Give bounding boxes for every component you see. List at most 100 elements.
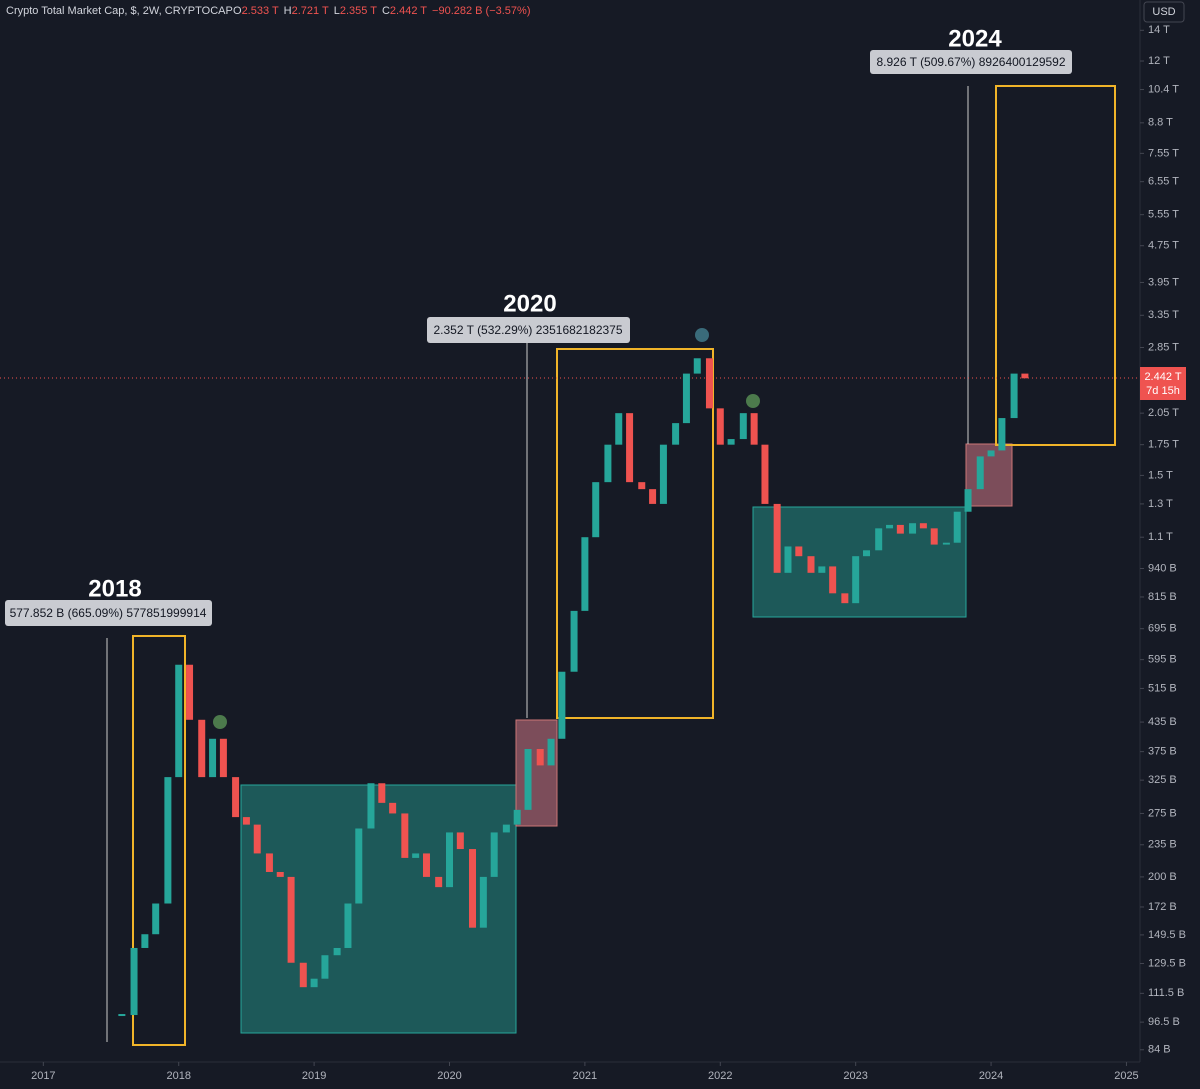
candle-body: [987, 450, 995, 457]
last-price-label: 2.442 T: [1144, 371, 1181, 383]
signal-dot: [695, 328, 709, 342]
measure-label: 8.926 T (509.67%) 8926400129592: [876, 55, 1065, 69]
candle-body: [502, 824, 510, 833]
y-tick-label: 129.5 B: [1148, 957, 1186, 969]
ohlc-value: 2.721 T: [292, 5, 329, 17]
y-tick-label: 7.55 T: [1148, 147, 1179, 159]
signal-dot: [746, 394, 760, 408]
candle-body: [693, 358, 701, 374]
candle-body: [401, 813, 409, 858]
y-tick-label: 3.95 T: [1148, 276, 1179, 288]
legend: Crypto Total Market Cap, $, 2W, CRYPTOCA…: [6, 5, 531, 17]
x-tick-label: 2022: [708, 1070, 732, 1082]
candle-body: [592, 482, 600, 538]
candles: [118, 358, 1029, 1017]
ohlc-key: H: [284, 5, 292, 17]
candle-body: [863, 550, 871, 557]
ohlc-value: 2.442 T: [390, 5, 427, 17]
candle-body: [795, 546, 803, 557]
y-tick-label: 375 B: [1148, 746, 1177, 758]
y-tick-label: 435 B: [1148, 716, 1177, 728]
cycle-year: 2018: [88, 575, 141, 602]
y-tick-label: 1.5 T: [1148, 469, 1173, 481]
candle-body: [570, 610, 578, 672]
y-tick-label: 4.75 T: [1148, 240, 1179, 252]
candle-body: [773, 503, 781, 573]
y-tick-label: 172 B: [1148, 901, 1177, 913]
x-tick-label: 2018: [166, 1070, 190, 1082]
candle-body: [761, 444, 769, 504]
candle-body: [186, 664, 194, 720]
candle-body: [446, 832, 454, 888]
candle-body: [672, 423, 680, 445]
candle-body: [705, 358, 713, 409]
candle-body: [164, 777, 172, 904]
signal-dot: [213, 715, 227, 729]
y-tick-label: 6.55 T: [1148, 176, 1179, 188]
y-tick-label: 815 B: [1148, 591, 1177, 603]
y-tick-label: 84 B: [1148, 1044, 1171, 1056]
breakout-zone: [515, 719, 558, 827]
candle-body: [321, 955, 329, 979]
candle-body: [604, 444, 612, 483]
candle-body: [378, 783, 386, 803]
ohlc-key: C: [382, 5, 390, 17]
candle-body: [344, 903, 352, 948]
y-tick-label: 10.4 T: [1148, 83, 1179, 95]
y-tick-label: 3.35 T: [1148, 309, 1179, 321]
y-tick-label: 2.85 T: [1148, 341, 1179, 353]
candle-body: [422, 853, 430, 877]
candle-body: [739, 413, 747, 440]
currency-button[interactable]: [1143, 1, 1185, 23]
y-tick-label: 8.8 T: [1148, 117, 1173, 129]
candle-body: [355, 828, 363, 904]
x-tick-label: 2025: [1114, 1070, 1138, 1082]
y-tick-label: 149.5 B: [1148, 929, 1186, 941]
candle-body: [807, 556, 815, 573]
candle-body: [818, 566, 826, 573]
candle-body: [310, 978, 318, 988]
y-tick-label: 940 B: [1148, 562, 1177, 574]
y-tick-label: 1.3 T: [1148, 498, 1173, 510]
candle-body: [558, 671, 566, 739]
ohlc-readout: O2.533 T H2.721 T L2.355 T C2.442 T −90.282 …: [233, 5, 531, 17]
currency-label[interactable]: USD: [1152, 6, 1175, 18]
cycle-year: 2024: [948, 25, 1002, 52]
measure-label-box: [427, 317, 630, 343]
last-price-box: [1140, 367, 1186, 400]
candle-body: [265, 853, 273, 872]
annotation-labels: 2018 577.852 B (665.09%) 577851999914 20…: [5, 25, 1072, 626]
measure-label-box: [5, 600, 212, 626]
candle-body: [276, 871, 284, 877]
x-tick-label: 2017: [31, 1070, 55, 1082]
candle-body: [976, 456, 984, 490]
candle-body: [333, 947, 341, 956]
cycle-box: [995, 85, 1116, 446]
measure-label-box: [870, 50, 1072, 74]
candle-body: [581, 537, 589, 611]
candle-body: [456, 832, 464, 850]
y-tick-label: 12 T: [1148, 55, 1170, 67]
y-tick-label: 200 B: [1148, 871, 1177, 883]
measure-label: 577.852 B (665.09%) 577851999914: [10, 606, 207, 620]
candle-body: [875, 528, 883, 551]
candle-body: [524, 749, 532, 810]
candle-body: [209, 738, 217, 778]
x-tick-label: 2020: [437, 1070, 461, 1082]
y-tick-label: 96.5 B: [1148, 1016, 1180, 1028]
candle-body: [367, 783, 375, 829]
candle-body: [412, 853, 420, 858]
candle-body: [649, 489, 657, 504]
candle-body: [435, 876, 443, 888]
candle-body: [829, 566, 837, 594]
candle-body: [130, 947, 138, 1016]
candle-body: [852, 556, 860, 604]
candle-body: [615, 413, 623, 445]
candle-body: [490, 832, 498, 877]
candle-body: [896, 524, 904, 534]
x-tick-label: 2023: [843, 1070, 867, 1082]
ohlc-key: O: [233, 5, 242, 17]
cycle-year: 2020: [503, 290, 556, 317]
